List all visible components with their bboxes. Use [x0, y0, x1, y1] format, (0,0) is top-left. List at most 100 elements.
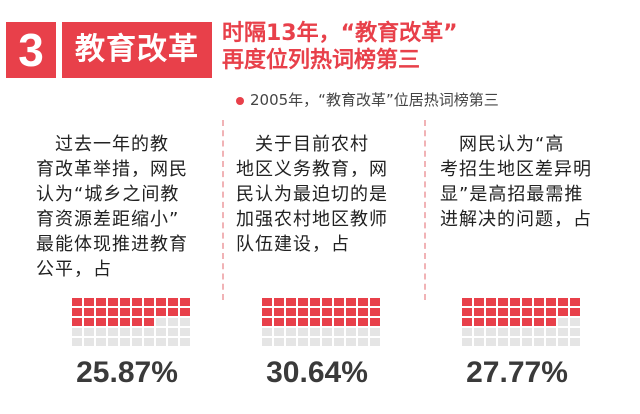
headline: 时隔13年，“教育改革” 再度位列热词榜第三: [222, 20, 632, 74]
waffle-cell: [286, 308, 296, 316]
waffle-cell: [156, 308, 166, 316]
waffle-cell: [310, 328, 320, 336]
waffle-cell: [358, 318, 368, 326]
stat-quote: 网民认为“高 考招生地区差异明 显”是高招最需推 进解决的问题，占: [440, 134, 592, 230]
waffle-cell: [298, 308, 308, 316]
waffle-cell: [474, 298, 484, 306]
waffle-cell: [310, 318, 320, 326]
waffle-cell: [486, 338, 496, 346]
waffle-cell: [510, 328, 520, 336]
subhead-text: 2005年，“教育改革”位居热词榜第三: [250, 91, 499, 109]
waffle-cell: [262, 318, 272, 326]
waffle-cell: [510, 318, 520, 326]
waffle-cell: [570, 308, 580, 316]
waffle-cell: [274, 328, 284, 336]
waffle-cell: [558, 338, 568, 346]
waffle-cell: [346, 298, 356, 306]
waffle-cell: [498, 318, 508, 326]
waffle-cell: [286, 338, 296, 346]
stat-quote: 关于目前农村 地区义务教育，网 民认为最迫切的是 加强农村地区教师 队伍建设，占: [236, 134, 388, 255]
waffle-cell: [72, 298, 82, 306]
waffle-cell: [498, 338, 508, 346]
waffle-cell: [96, 318, 106, 326]
waffle-cell: [370, 308, 380, 316]
waffle-cell: [310, 338, 320, 346]
percent-value: 30.64%: [266, 356, 368, 389]
waffle-cell: [274, 298, 284, 306]
waffle-cell: [510, 298, 520, 306]
waffle-cell: [274, 338, 284, 346]
waffle-cell: [570, 298, 580, 306]
waffle-cell: [546, 308, 556, 316]
waffle-cell: [334, 328, 344, 336]
waffle-cell: [72, 308, 82, 316]
waffle-cell: [498, 308, 508, 316]
waffle-cell: [144, 298, 154, 306]
waffle-cell: [534, 328, 544, 336]
waffle-cell: [156, 338, 166, 346]
waffle-cell: [132, 328, 142, 336]
waffle-cell: [120, 318, 130, 326]
waffle-cell: [156, 328, 166, 336]
waffle-cell: [310, 298, 320, 306]
section-label: 教育改革: [62, 22, 212, 78]
waffle-cell: [310, 308, 320, 316]
waffle-cell: [298, 298, 308, 306]
waffle-cell: [96, 298, 106, 306]
headline-line-1: 时隔13年，“教育改革”: [222, 21, 458, 46]
waffle-cell: [72, 328, 82, 336]
waffle-cell: [546, 318, 556, 326]
waffle-cell: [120, 298, 130, 306]
waffle-cell: [132, 318, 142, 326]
waffle-cell: [546, 298, 556, 306]
waffle-cell: [346, 338, 356, 346]
waffle-cell: [120, 328, 130, 336]
waffle-cell: [72, 338, 82, 346]
waffle-cell: [262, 298, 272, 306]
waffle-cell: [522, 338, 532, 346]
waffle-cell: [534, 318, 544, 326]
percent-waffle-grid: [462, 298, 580, 346]
waffle-cell: [346, 308, 356, 316]
waffle-cell: [144, 318, 154, 326]
waffle-cell: [298, 338, 308, 346]
waffle-cell: [346, 328, 356, 336]
waffle-cell: [168, 308, 178, 316]
waffle-cell: [474, 328, 484, 336]
percent-value: 27.77%: [466, 356, 568, 389]
column-divider: [222, 120, 224, 300]
waffle-cell: [486, 318, 496, 326]
waffle-cell: [120, 338, 130, 346]
waffle-cell: [358, 338, 368, 346]
waffle-cell: [522, 318, 532, 326]
waffle-cell: [120, 308, 130, 316]
waffle-cell: [84, 298, 94, 306]
waffle-cell: [274, 318, 284, 326]
bullet-dot-icon: [236, 96, 244, 105]
waffle-cell: [334, 308, 344, 316]
waffle-cell: [498, 298, 508, 306]
percent-waffle-grid: [72, 298, 190, 346]
waffle-cell: [180, 338, 190, 346]
waffle-cell: [108, 318, 118, 326]
stat-column-3: 网民认为“高 考招生地区差异明 显”是高招最需推 进解决的问题，占: [440, 132, 620, 232]
waffle-cell: [370, 328, 380, 336]
waffle-cell: [358, 308, 368, 316]
stat-quote: 过去一年的教 育改革举措，网民 认为“城乡之间教 育资源差距缩小” 最能体现推进…: [36, 134, 188, 280]
waffle-cell: [322, 298, 332, 306]
waffle-cell: [144, 328, 154, 336]
waffle-cell: [180, 328, 190, 336]
waffle-cell: [358, 298, 368, 306]
waffle-cell: [486, 308, 496, 316]
waffle-cell: [534, 308, 544, 316]
waffle-cell: [522, 298, 532, 306]
waffle-cell: [462, 328, 472, 336]
waffle-cell: [546, 338, 556, 346]
waffle-cell: [298, 318, 308, 326]
stat-column-2: 关于目前农村 地区义务教育，网 民认为最迫切的是 加强农村地区教师 队伍建设，占: [236, 132, 416, 257]
waffle-cell: [322, 308, 332, 316]
waffle-cell: [510, 308, 520, 316]
waffle-cell: [156, 298, 166, 306]
waffle-cell: [108, 338, 118, 346]
waffle-cell: [144, 308, 154, 316]
